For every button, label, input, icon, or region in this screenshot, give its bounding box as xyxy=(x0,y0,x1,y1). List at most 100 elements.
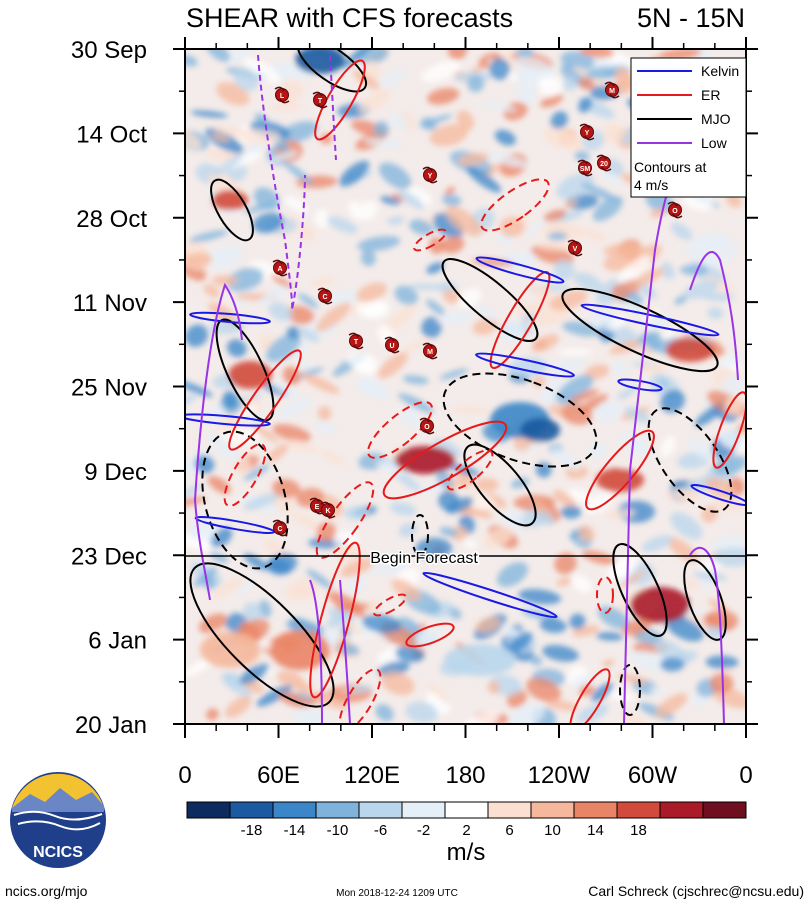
field-blob xyxy=(542,644,579,662)
field-blob xyxy=(586,229,605,243)
legend-item-low: Low xyxy=(637,135,728,151)
field-blob xyxy=(556,577,573,587)
x-tick-label: 180 xyxy=(445,762,485,789)
field-blob xyxy=(238,129,282,144)
y-tick-label: 14 Oct xyxy=(76,121,147,148)
field-blob xyxy=(616,255,651,284)
colorbar-bin xyxy=(401,801,446,819)
field-blob xyxy=(401,407,420,428)
field-blob xyxy=(592,196,623,222)
field-blob xyxy=(633,628,664,645)
field-blob xyxy=(189,230,229,243)
field-core xyxy=(295,49,345,74)
field-blob xyxy=(365,60,381,79)
colorbar-unit: m/s xyxy=(447,839,486,866)
field-blob xyxy=(320,133,333,145)
field-blob xyxy=(621,618,653,636)
colorbar-tick-label: 14 xyxy=(587,822,604,839)
storm-marker-label: M xyxy=(427,349,433,356)
field-blob xyxy=(461,710,500,724)
colorbar-bin xyxy=(186,801,231,819)
field-blob xyxy=(560,505,582,519)
field-blob xyxy=(225,696,252,718)
field-blob xyxy=(243,464,270,481)
field-blob xyxy=(585,492,613,514)
field-blob xyxy=(348,200,365,221)
field-blob xyxy=(641,535,673,552)
field-blob xyxy=(314,421,338,435)
colorbar-bin xyxy=(272,801,317,819)
x-axis: 0 60E 120E 180 120W 60W 0 xyxy=(178,37,753,789)
field-blob xyxy=(211,275,239,286)
field-blob xyxy=(553,259,575,281)
field-blob xyxy=(256,684,293,707)
field-blob xyxy=(278,121,318,144)
field-blob xyxy=(314,208,330,228)
field-blob xyxy=(574,150,590,162)
field-blob xyxy=(487,680,501,694)
field-blob xyxy=(543,128,584,151)
field-blob xyxy=(703,614,730,629)
field-blob xyxy=(536,241,579,251)
field-blob xyxy=(549,290,588,311)
field-blob xyxy=(205,49,231,62)
storm-marker-label: V xyxy=(573,246,578,253)
field-blob xyxy=(421,60,461,83)
field-blob xyxy=(433,439,462,458)
field-blob xyxy=(316,522,337,542)
field-blob xyxy=(391,193,405,203)
colorbar-tick-label: -2 xyxy=(417,822,430,839)
field-blob xyxy=(709,673,734,694)
field-blob xyxy=(185,536,201,550)
field-blob xyxy=(428,237,445,255)
field-blob xyxy=(489,58,511,80)
field-blob xyxy=(286,326,301,340)
field-blob xyxy=(386,216,405,225)
colorbar-bin xyxy=(573,801,618,819)
field-blob xyxy=(558,349,593,356)
field-blob xyxy=(531,334,559,353)
field-blob xyxy=(539,618,567,633)
field-blob xyxy=(458,506,494,519)
colorbar-bin xyxy=(530,801,575,819)
field-blob xyxy=(185,240,207,254)
field-blob xyxy=(373,121,390,137)
storm-marker-icon: C xyxy=(317,287,333,305)
field-blob xyxy=(529,654,543,666)
field-blob xyxy=(467,495,495,511)
field-blob xyxy=(562,321,602,337)
field-blob xyxy=(707,307,724,320)
field-blob xyxy=(609,339,645,355)
field-blob xyxy=(210,527,233,548)
field-blob xyxy=(377,352,408,379)
field-blob xyxy=(409,219,434,236)
field-blob xyxy=(443,289,460,304)
x-tick-label: 120E xyxy=(344,762,400,789)
field-blob xyxy=(425,299,446,316)
field-blob xyxy=(426,262,444,274)
field-blob xyxy=(278,398,312,419)
legend-label-low: Low xyxy=(701,135,728,151)
field-blob xyxy=(427,87,460,105)
field-blob xyxy=(474,304,499,322)
field-blob xyxy=(395,646,425,663)
field-blob xyxy=(380,69,406,87)
field-blob xyxy=(588,441,608,459)
field-blob xyxy=(509,703,545,724)
field-blob xyxy=(545,699,578,711)
field-blob xyxy=(456,110,474,131)
field-blob xyxy=(674,295,688,305)
field-blob xyxy=(272,478,301,498)
storm-marker-label: M xyxy=(609,88,615,95)
field-blob xyxy=(212,576,245,599)
chart-region: 5N - 15N xyxy=(637,3,745,33)
storm-marker-label: E xyxy=(315,504,320,511)
field-blob xyxy=(496,562,529,587)
field-blob xyxy=(584,364,610,380)
field-blob xyxy=(365,302,388,316)
field-blob xyxy=(632,267,665,288)
storm-marker-icon: T xyxy=(312,91,328,109)
field-blob xyxy=(551,447,581,471)
field-blob xyxy=(206,708,219,721)
field-blob xyxy=(481,101,517,112)
